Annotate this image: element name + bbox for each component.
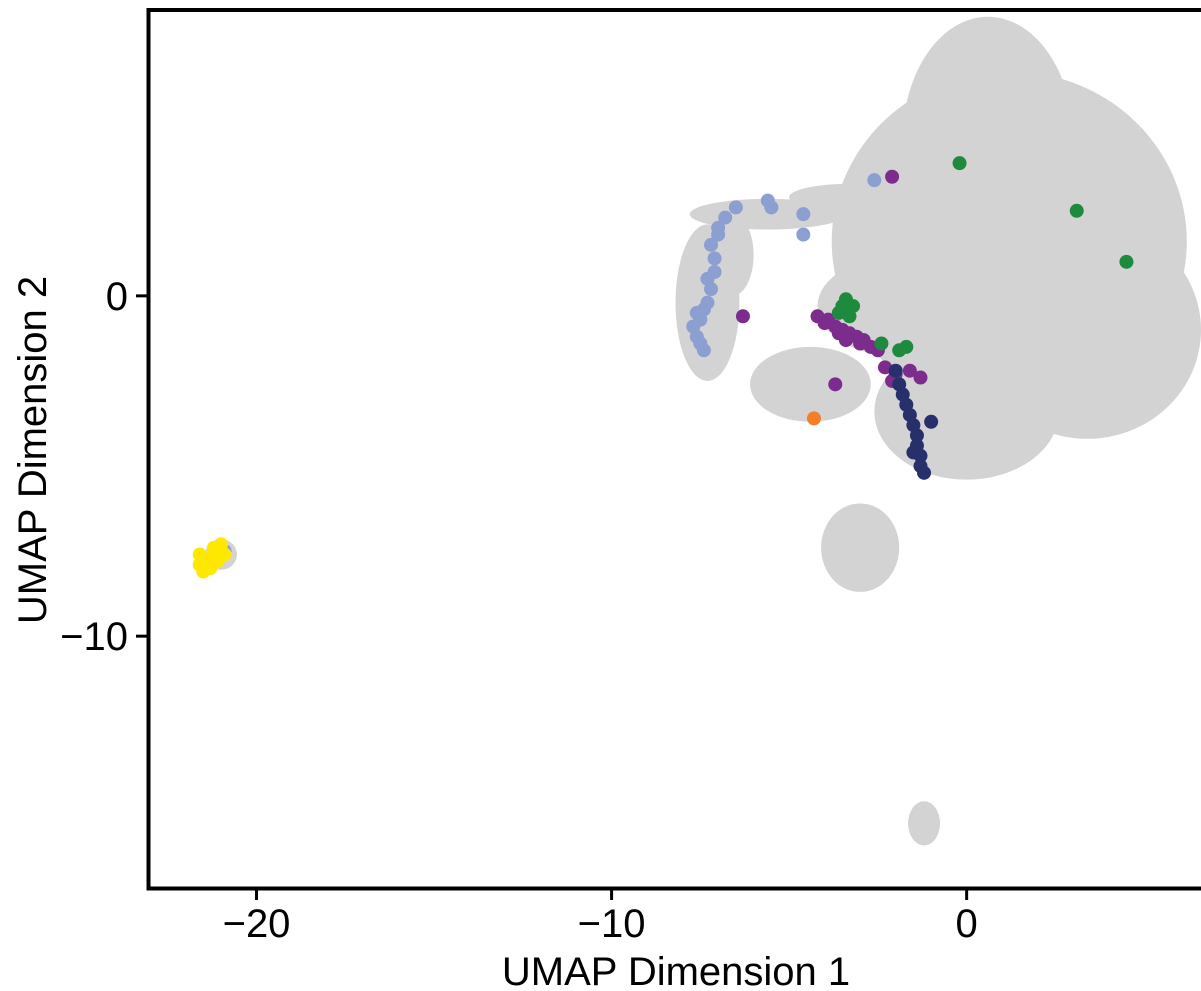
background-cluster — [789, 183, 917, 211]
data-point — [735, 309, 750, 324]
data-point — [203, 561, 218, 576]
background-cluster — [908, 801, 941, 846]
data-point — [892, 343, 907, 358]
data-point — [1069, 203, 1084, 218]
data-point — [828, 377, 843, 392]
data-point — [888, 363, 903, 378]
data-point — [842, 309, 857, 324]
y-tick-label: 0 — [106, 275, 128, 319]
y-axis-title: UMAP Dimension 2 — [11, 276, 55, 624]
data-point — [838, 292, 853, 307]
background-cluster-layer — [205, 16, 1201, 846]
data-point — [689, 305, 704, 320]
data-point — [877, 360, 892, 375]
data-point — [192, 547, 207, 562]
highlighted-points-layer — [192, 156, 1134, 579]
data-point — [704, 237, 719, 252]
data-point — [1119, 254, 1134, 269]
data-point — [913, 370, 928, 385]
data-point — [853, 336, 868, 351]
data-point — [214, 537, 229, 552]
data-point — [885, 169, 900, 184]
data-point — [867, 173, 882, 188]
data-point — [924, 414, 939, 429]
data-point — [796, 207, 811, 222]
data-point — [700, 295, 715, 310]
data-point — [906, 445, 921, 460]
y-tick-label: −10 — [60, 615, 128, 659]
data-point — [796, 227, 811, 242]
data-point — [831, 305, 846, 320]
background-cluster — [821, 503, 900, 592]
x-tick-label: −20 — [223, 902, 291, 946]
x-tick-label: −10 — [578, 902, 646, 946]
x-axis-title: UMAP Dimension 1 — [502, 950, 850, 991]
data-point — [817, 316, 832, 331]
x-tick-label: 0 — [956, 902, 978, 946]
data-point — [711, 220, 726, 235]
data-point — [952, 156, 967, 171]
data-point — [707, 265, 722, 280]
data-point — [838, 333, 853, 348]
background-cluster — [902, 16, 1074, 262]
data-point — [806, 411, 821, 426]
background-cluster — [874, 343, 1059, 480]
data-point — [902, 363, 917, 378]
data-point — [696, 343, 711, 358]
data-point — [707, 251, 722, 266]
data-point — [917, 465, 932, 480]
y-axis-ticks: 0 −10 — [60, 275, 148, 659]
data-point — [874, 336, 889, 351]
background-cluster — [750, 346, 871, 422]
data-point — [909, 428, 924, 443]
data-point — [718, 210, 733, 225]
x-axis-ticks: −20 −10 0 — [223, 888, 978, 946]
data-point — [764, 200, 779, 215]
data-point — [728, 200, 743, 215]
